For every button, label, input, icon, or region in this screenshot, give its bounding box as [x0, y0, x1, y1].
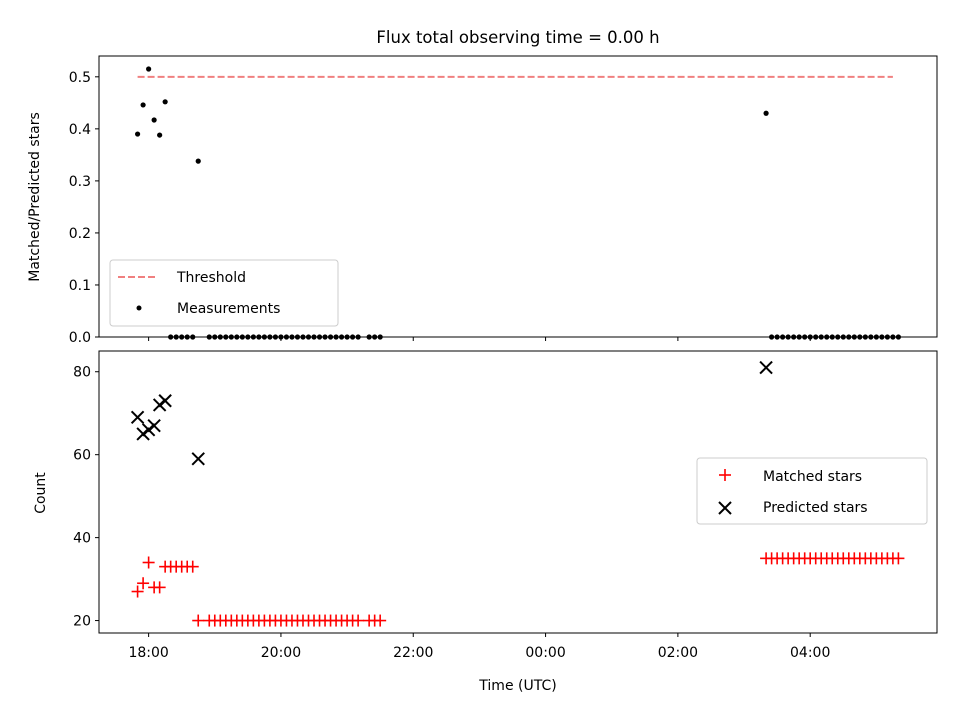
x-tick-label: 02:00	[658, 645, 698, 661]
matched-star-point	[892, 552, 905, 565]
measurement-point	[195, 158, 201, 164]
y-tick-label: 0.0	[69, 330, 91, 346]
predicted-legend-swatch	[718, 501, 732, 515]
y-tick-label: 80	[73, 365, 91, 381]
predicted-star-point	[147, 418, 161, 433]
predicted-legend-label: Predicted stars	[763, 500, 868, 516]
x-tick-label: 18:00	[128, 645, 168, 661]
top-y-ticks: 0.0 0.1 0.2 0.3 0.4 0.5	[69, 70, 99, 346]
chart-title: Flux total observing time = 0.00 h	[376, 28, 659, 47]
count-panel: Count Time (UTC) 20 40 60 80 18:00 20:00 22:0…	[33, 350, 938, 694]
matched-star-point	[137, 577, 150, 590]
top-axes-frame	[98, 55, 938, 338]
x-tick-label: 00:00	[525, 645, 565, 661]
predicted-star-point	[158, 394, 172, 408]
bottom-axes-frame	[98, 350, 938, 634]
predicted-star-point	[130, 410, 145, 425]
bottom-y-ticks: 20 40 60 80	[73, 365, 99, 630]
matched-legend-label: Matched stars	[763, 469, 862, 485]
threshold-legend-label: Threshold	[176, 270, 246, 286]
y-tick-label: 0.4	[69, 122, 91, 138]
predicted-star-point	[191, 452, 205, 466]
y-tick-label: 0.3	[69, 174, 91, 190]
bottom-legend-box	[696, 457, 928, 525]
measurements-legend-label: Measurements	[177, 301, 280, 317]
matched-legend-swatch	[719, 469, 731, 481]
measurement-point	[763, 110, 769, 116]
measurement-point	[151, 117, 157, 123]
y-tick-label: 60	[73, 448, 91, 464]
predicted-star-point	[759, 360, 773, 375]
matched-star-point	[186, 560, 199, 573]
bottom-x-ticks: 18:00 20:00 22:00 00:00 02:00 04:00	[128, 633, 830, 661]
y-tick-label: 0.5	[69, 70, 91, 86]
x-axis-label: Time (UTC)	[478, 678, 556, 694]
bottom-y-axis-label: Count	[33, 472, 49, 514]
y-tick-label: 0.1	[69, 278, 91, 294]
top-y-axis-label: Matched/Predicted stars	[27, 112, 43, 282]
top-legend: Threshold Measurements	[109, 259, 339, 327]
measurements-legend-swatch	[136, 305, 142, 311]
top-legend-box	[109, 259, 339, 327]
matched-star-point	[352, 614, 365, 627]
measurement-point	[162, 99, 168, 105]
matched-star-point	[192, 614, 205, 627]
x-tick-label: 22:00	[393, 645, 433, 661]
measurement-point	[146, 66, 152, 72]
matched-star-point	[142, 556, 155, 569]
bottom-legend: Matched stars Predicted stars	[696, 457, 928, 525]
matched-star-point	[131, 585, 144, 598]
y-tick-label: 20	[73, 614, 91, 630]
x-tick-label: 20:00	[261, 645, 301, 661]
bottom-plot-marks	[130, 360, 905, 627]
matched-star-point	[153, 581, 166, 594]
measurement-point	[134, 131, 141, 137]
y-tick-label: 0.2	[69, 226, 91, 242]
measurement-point	[140, 102, 146, 108]
y-tick-label: 40	[73, 531, 91, 547]
measurement-point	[157, 132, 163, 138]
x-tick-label: 04:00	[790, 645, 830, 661]
ratio-panel: Flux total observing time = 0.00 h Match…	[27, 28, 938, 346]
matched-star-point	[374, 614, 387, 627]
